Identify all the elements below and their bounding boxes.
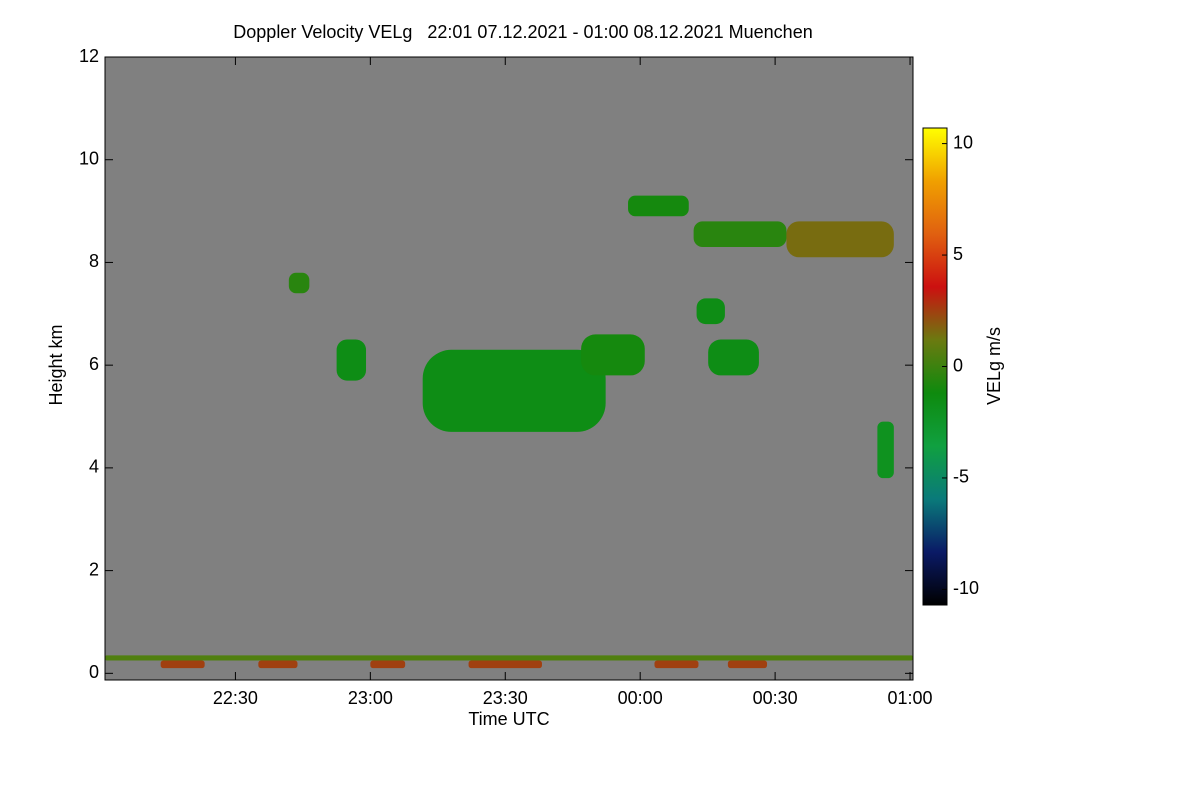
- velocity-cell: [654, 660, 699, 669]
- x-tick-label: 01:00: [888, 688, 933, 708]
- velocity-cell: [468, 660, 542, 669]
- velocity-cell: [160, 660, 205, 669]
- velocity-cell: [288, 272, 310, 294]
- y-tick-label: 12: [79, 46, 99, 66]
- velocity-cell: [336, 339, 367, 381]
- chart-title: Doppler Velocity VELg 22:01 07.12.2021 -…: [233, 22, 812, 42]
- colorbar-tick-label: 0: [953, 355, 963, 375]
- y-tick-label: 6: [89, 354, 99, 374]
- y-tick-label: 8: [89, 251, 99, 271]
- velocity-cell: [708, 339, 759, 376]
- velocity-cell: [628, 195, 689, 217]
- colorbar-tick-label: 10: [953, 132, 973, 152]
- velocity-cell: [693, 221, 787, 248]
- x-tick-label: 23:00: [348, 688, 393, 708]
- velocity-cell: [370, 660, 406, 669]
- colorbar-label: VELg m/s: [984, 327, 1004, 405]
- colorbar-tick-label: -5: [953, 467, 969, 487]
- x-tick-label: 22:30: [213, 688, 258, 708]
- x-tick-label: 00:00: [618, 688, 663, 708]
- velocity-cell: [877, 421, 894, 479]
- velocity-cell: [258, 660, 298, 669]
- velocity-cell: [581, 334, 645, 376]
- y-tick-label: 0: [89, 662, 99, 682]
- velocity-cell: [727, 660, 768, 669]
- y-axis-label: Height km: [46, 324, 66, 405]
- velocity-cell: [786, 221, 894, 258]
- y-tick-label: 2: [89, 559, 99, 579]
- y-tick-label: 10: [79, 148, 99, 168]
- plot-frame: [104, 56, 914, 681]
- x-tick-label: 00:30: [753, 688, 798, 708]
- x-tick-label: 23:30: [483, 688, 528, 708]
- colorbar-tick-label: 5: [953, 244, 963, 264]
- x-axis-label: Time UTC: [468, 709, 549, 729]
- colorbar-tick-label: -10: [953, 578, 979, 598]
- velocity-cell: [422, 349, 606, 432]
- velocity-cell: [105, 655, 913, 661]
- velocity-cell: [696, 298, 725, 325]
- y-tick-label: 4: [89, 457, 99, 477]
